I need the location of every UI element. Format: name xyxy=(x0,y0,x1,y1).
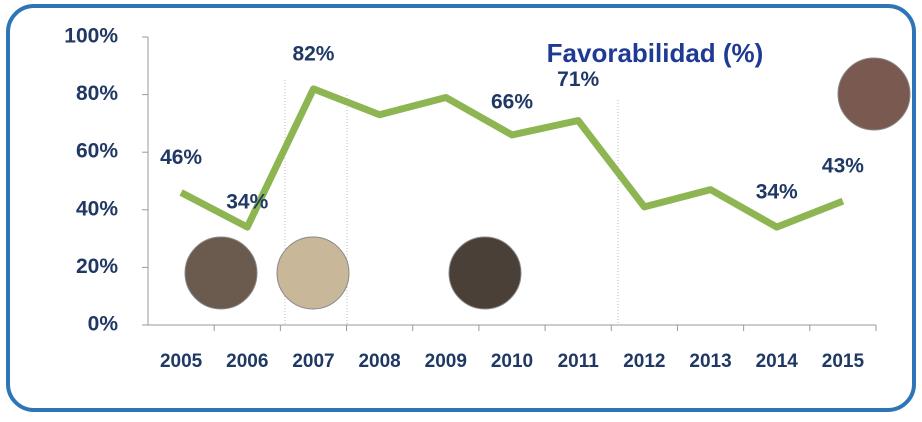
data-label: 34% xyxy=(756,181,798,204)
data-label: 82% xyxy=(292,42,334,65)
photo xyxy=(184,236,258,310)
photo xyxy=(448,236,522,310)
data-label: 34% xyxy=(226,191,268,214)
y-tick-label: 20% xyxy=(76,255,118,278)
data-label: 46% xyxy=(160,146,202,169)
data-label: 66% xyxy=(491,90,533,113)
x-tick-label: 2012 xyxy=(623,351,665,372)
chart-title: Favorabilidad (%) xyxy=(547,38,764,68)
x-tick-label: 2005 xyxy=(160,351,203,372)
x-tick-label: 2015 xyxy=(822,351,865,372)
x-tick-label: 2010 xyxy=(491,351,533,372)
x-tick-label: 2007 xyxy=(292,351,334,372)
x-tick-label: 2014 xyxy=(756,351,799,372)
y-tick-label: 60% xyxy=(76,140,118,163)
y-tick-label: 100% xyxy=(64,25,118,48)
photo xyxy=(276,236,350,310)
x-tick-label: 2013 xyxy=(689,351,731,372)
x-tick-label: 2008 xyxy=(358,351,400,372)
frame xyxy=(6,4,916,412)
x-tick-label: 2009 xyxy=(425,351,467,372)
x-tick-label: 2006 xyxy=(226,351,268,372)
data-label: 71% xyxy=(557,68,599,91)
x-tick-label: 2011 xyxy=(558,351,600,372)
y-tick-label: 0% xyxy=(88,313,119,336)
photo xyxy=(837,57,911,131)
y-tick-label: 80% xyxy=(76,82,118,105)
y-tick-label: 40% xyxy=(76,197,118,220)
data-line xyxy=(179,85,845,231)
data-label: 43% xyxy=(822,155,864,178)
